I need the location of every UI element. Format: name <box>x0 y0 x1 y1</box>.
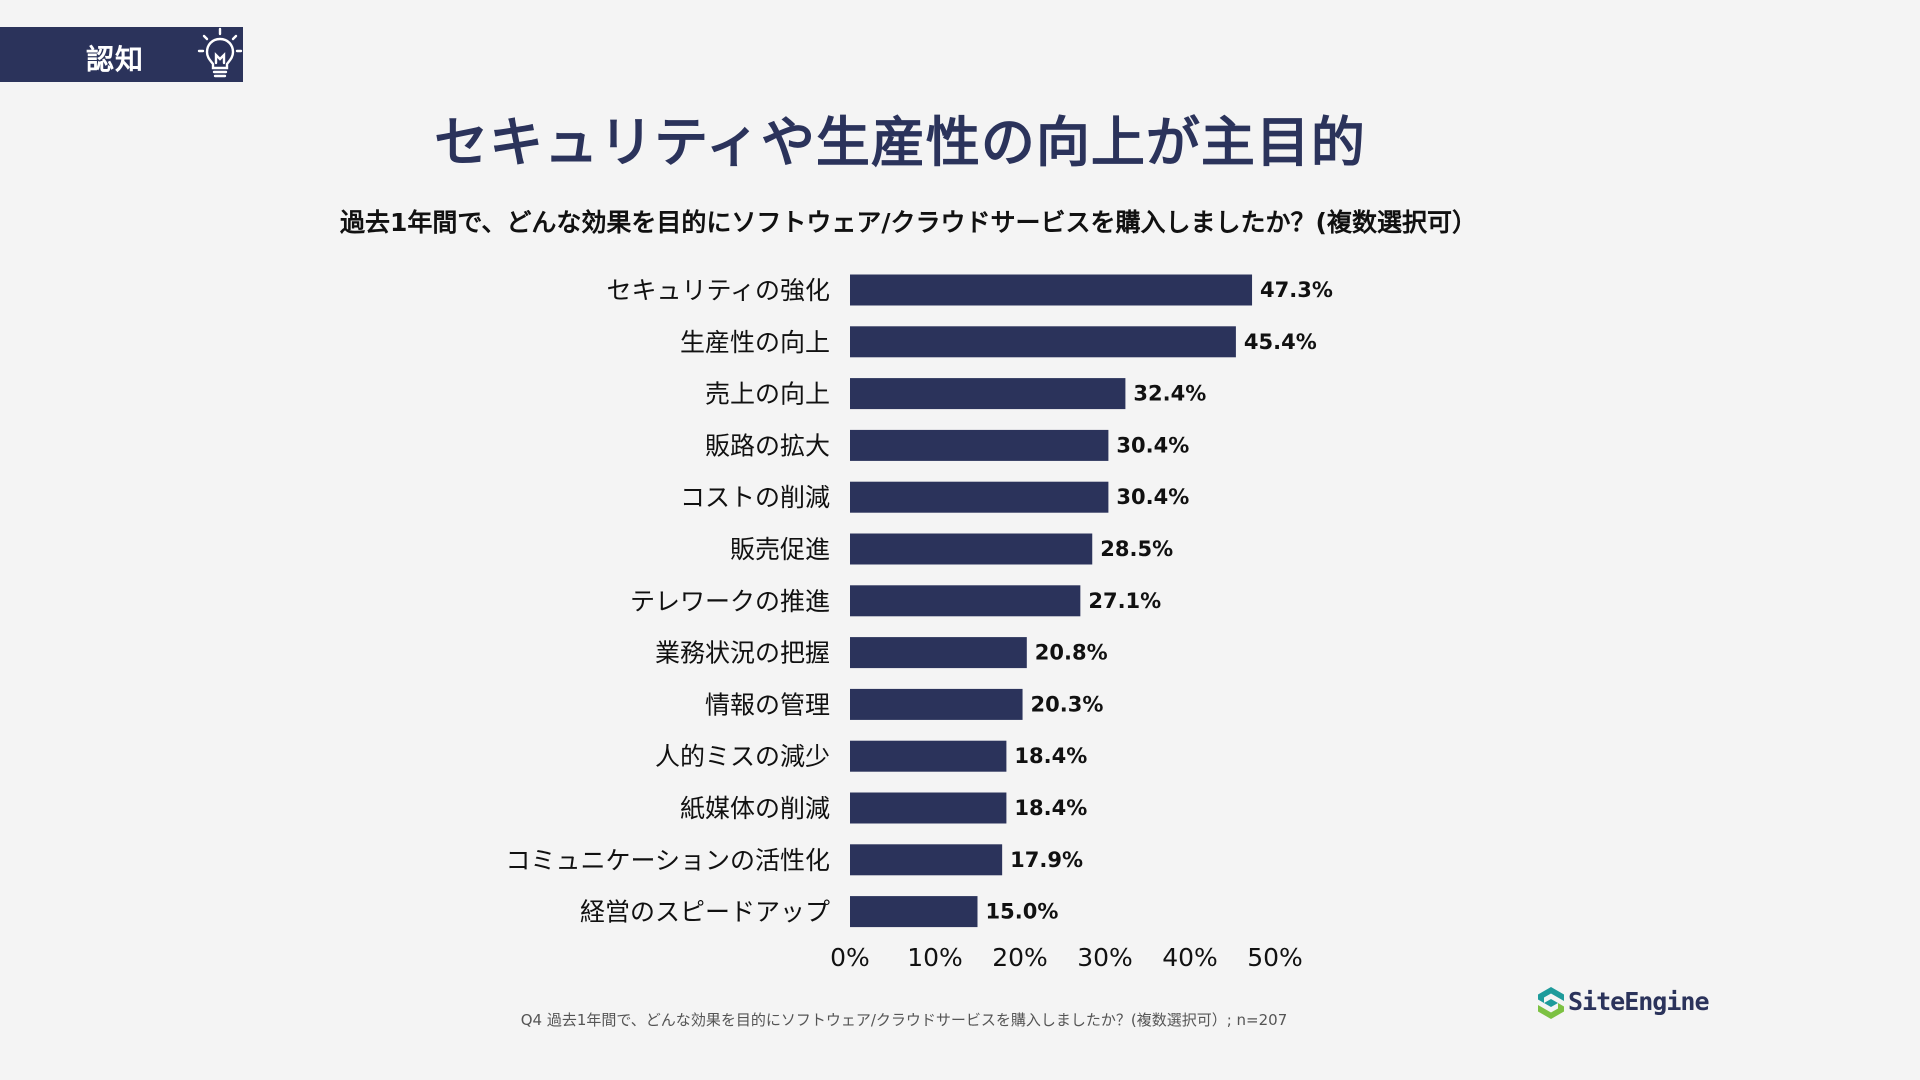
category-label: セキュリティの強化 <box>606 276 830 305</box>
value-label: 27.1% <box>1088 589 1161 613</box>
value-label: 15.0% <box>986 900 1059 924</box>
category-label: 業務状況の把握 <box>655 639 830 668</box>
x-tick-label: 40% <box>1162 943 1218 972</box>
category-label: コストの削減 <box>680 483 830 512</box>
site-engine-logo: SiteEngine <box>1536 984 1710 1020</box>
value-label: 20.8% <box>1035 641 1108 665</box>
bar-3 <box>850 378 1126 410</box>
footnote: Q4 過去1年間で、どんな効果を目的にソフトウェア/クラウドサービスを購入しまし… <box>520 1011 1288 1029</box>
category-label: 経営のスピードアップ <box>580 898 830 927</box>
bar-11 <box>850 792 1007 824</box>
bar-4 <box>850 429 1109 461</box>
category-label: 生産性の向上 <box>680 328 830 357</box>
bar-5 <box>850 481 1109 513</box>
bar-1 <box>850 274 1253 306</box>
bar-8 <box>850 637 1027 669</box>
value-label: 30.4% <box>1116 485 1189 509</box>
value-label: 30.4% <box>1116 433 1189 457</box>
site-engine-logo-text: SiteEngine <box>1568 987 1710 1016</box>
x-tick-label: 20% <box>992 943 1048 972</box>
x-tick-label: 10% <box>907 943 963 972</box>
chart-question: 過去1年間で、どんな効果を目的にソフトウェア/クラウドサービスを購入しましたか？… <box>340 208 1477 237</box>
value-label: 28.5% <box>1100 537 1173 561</box>
lightbulb-icon <box>197 27 243 78</box>
bar-9 <box>850 688 1023 720</box>
x-tick-label: 50% <box>1247 943 1303 972</box>
bar-2 <box>850 326 1236 358</box>
value-label: 18.4% <box>1014 796 1087 820</box>
category-label: 売上の向上 <box>705 380 830 409</box>
category-label: 紙媒体の削減 <box>680 794 830 823</box>
value-label: 32.4% <box>1133 382 1206 406</box>
category-label: テレワークの推進 <box>630 587 830 616</box>
value-label: 17.9% <box>1010 848 1083 872</box>
category-label: 人的ミスの減少 <box>655 742 830 771</box>
site-engine-logo-icon <box>1538 987 1564 1019</box>
category-label: 情報の管理 <box>705 690 830 719</box>
page-title: セキュリティや生産性の向上が主目的 <box>434 111 1366 174</box>
bar-7 <box>850 585 1081 617</box>
value-label: 18.4% <box>1014 744 1087 768</box>
bar-chart: セキュリティの強化 47.3% 生産性の向上 45.4% 売上の向上 32.4% 販路の拡大… <box>505 274 1333 972</box>
bar-13 <box>850 896 978 928</box>
value-label: 45.4% <box>1244 330 1317 354</box>
category-tag: 認知 <box>0 27 243 82</box>
value-label: 20.3% <box>1031 692 1104 716</box>
x-tick-label: 0% <box>830 943 870 972</box>
bar-10 <box>850 740 1007 772</box>
category-label: 販路の拡大 <box>705 431 830 460</box>
value-label: 47.3% <box>1260 278 1333 302</box>
bar-12 <box>850 844 1003 876</box>
x-tick-label: 30% <box>1077 943 1133 972</box>
bar-6 <box>850 533 1093 565</box>
category-tag-label: 認知 <box>86 43 145 76</box>
category-label: 販売促進 <box>730 535 830 564</box>
category-label: コミュニケーションの活性化 <box>505 846 830 875</box>
